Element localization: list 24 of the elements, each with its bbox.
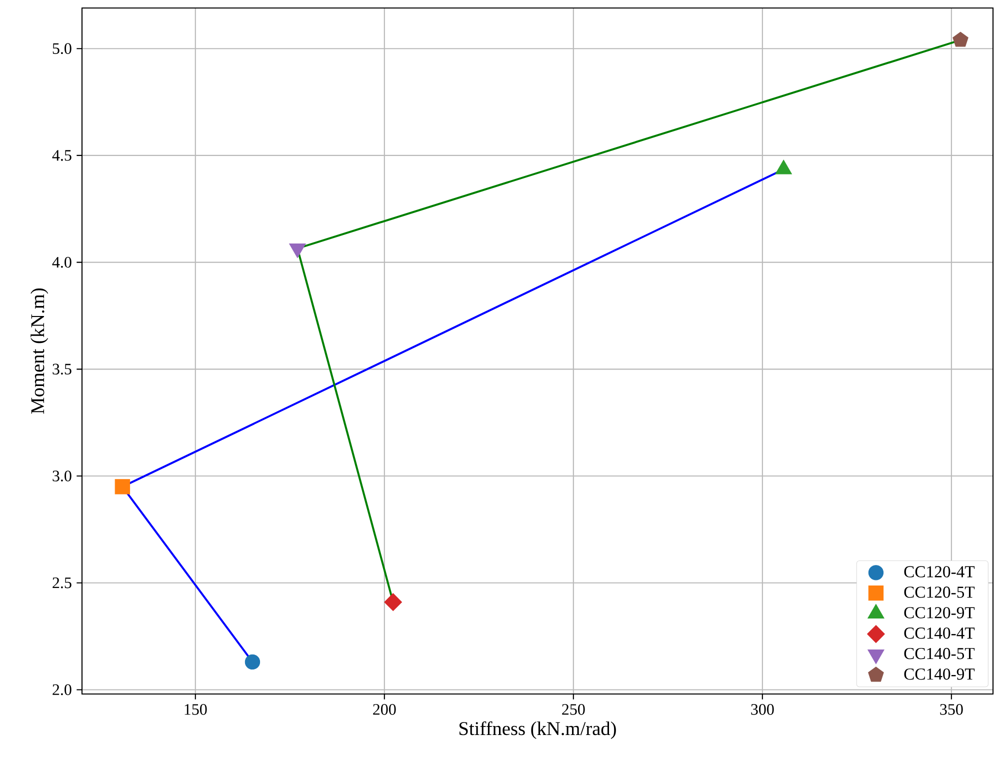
legend-label: CC140-4T xyxy=(904,628,975,639)
y-tick-label: 2.0 xyxy=(52,684,72,696)
x-tick-label: 150 xyxy=(184,704,207,715)
point xyxy=(952,32,968,47)
legend-label: CC140-5T xyxy=(904,648,975,660)
x-tick-label: 200 xyxy=(373,704,396,715)
y-tick-label: 2.5 xyxy=(52,577,72,588)
legend-label: CC120-5T xyxy=(904,586,975,598)
y-axis-title: Moment (kN.m) xyxy=(30,288,48,414)
y-tick-label: 4.5 xyxy=(52,150,72,161)
legend-label: CC120-9T xyxy=(904,607,975,618)
x-tick-label: 300 xyxy=(751,704,774,715)
y-tick-label: 3.0 xyxy=(52,470,72,482)
x-tick-label: 250 xyxy=(562,704,585,715)
legend-label: CC120-4T xyxy=(904,566,975,578)
y-tick-label: 3.5 xyxy=(52,364,72,375)
x-axis-title: Stiffness (kN.m/rad) xyxy=(460,721,616,740)
point xyxy=(384,593,402,612)
point xyxy=(114,479,130,494)
point xyxy=(244,654,260,670)
y-tick-label: 5.0 xyxy=(52,43,72,54)
y-tick-label: 4.0 xyxy=(52,256,72,268)
x-tick-label: 350 xyxy=(940,704,963,715)
legend-label: CC140-9T xyxy=(904,668,975,680)
